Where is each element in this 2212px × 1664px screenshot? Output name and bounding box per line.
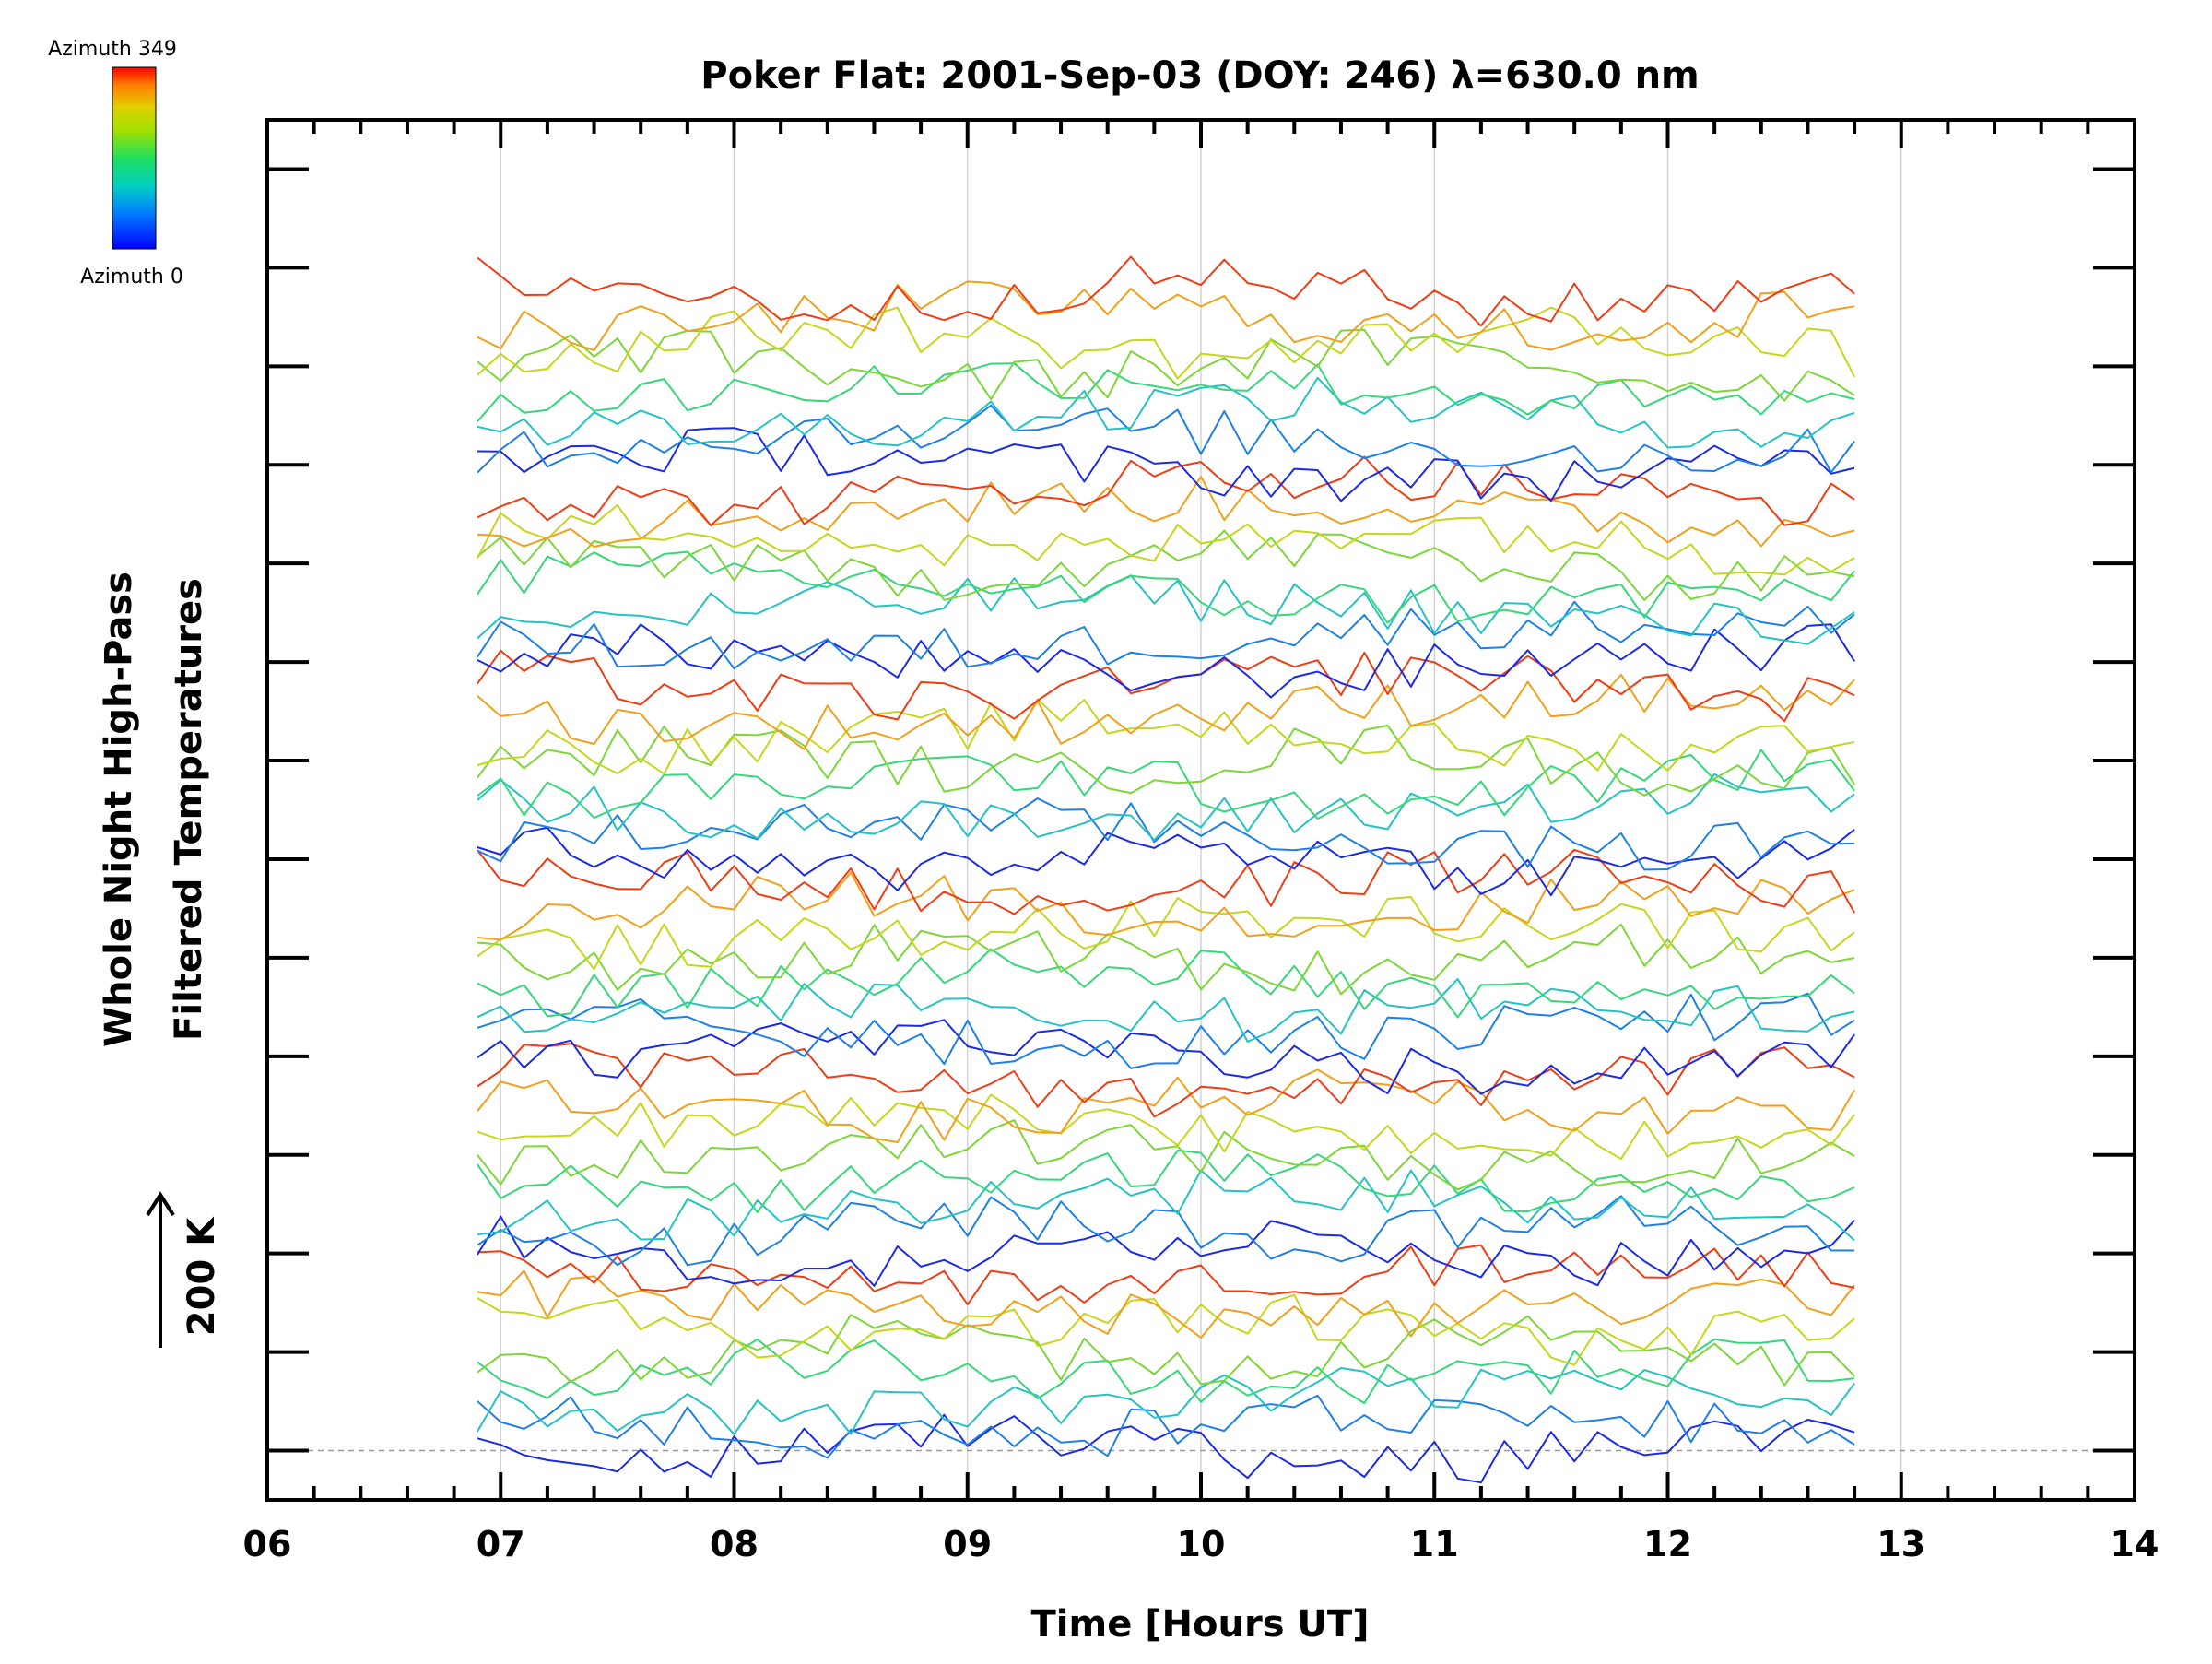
series-line-9	[477, 1215, 1855, 1287]
series-line-39	[477, 476, 1855, 549]
scale-bar-label: 200 K	[181, 1216, 223, 1336]
series-line-23	[477, 871, 1855, 941]
series-line-36	[477, 550, 1855, 624]
series-line-1	[477, 1413, 1855, 1484]
series-line-43	[477, 376, 1855, 449]
series-line-47	[477, 280, 1855, 352]
series-line-5	[477, 1314, 1855, 1387]
series-line-2	[477, 1394, 1855, 1459]
series-line-19	[477, 978, 1855, 1043]
x-tick-label: 06	[243, 1524, 292, 1564]
x-tick-label: 13	[1877, 1524, 1925, 1564]
series-line-30	[477, 698, 1855, 775]
series-line-33	[477, 623, 1855, 699]
series-line-12	[477, 1149, 1855, 1213]
series-line-37	[477, 529, 1855, 601]
series-line-48	[477, 255, 1855, 327]
series-line-4	[477, 1338, 1855, 1404]
series-line-32	[477, 649, 1855, 723]
series-line-14	[477, 1093, 1855, 1161]
series-line-20	[477, 948, 1855, 1019]
series-line-35	[477, 574, 1855, 645]
series-line-24	[477, 848, 1855, 915]
series-line-7	[477, 1269, 1855, 1339]
colorbar-top-label: Azimuth 349	[48, 38, 177, 61]
x-tick-label: 14	[2111, 1524, 2159, 1564]
series-line-27	[477, 773, 1855, 842]
y-axis-label-line1: Whole Night High-Pass	[98, 572, 140, 1047]
series-line-17	[477, 1019, 1855, 1095]
x-tick-label: 11	[1410, 1524, 1459, 1564]
series-line-28	[477, 749, 1855, 820]
axis-ticks	[265, 120, 2136, 1500]
series-line-8	[477, 1244, 1855, 1305]
x-axis-label: Time [Hours UT]	[1031, 1603, 1370, 1646]
series-line-41	[477, 427, 1855, 502]
series-line-38	[477, 503, 1855, 576]
series-line-13	[477, 1119, 1855, 1191]
x-tick-label: 09	[943, 1524, 992, 1564]
series-line-44	[477, 362, 1855, 422]
series-line-46	[477, 306, 1855, 380]
series-line-3	[477, 1367, 1855, 1435]
series-line-18	[477, 992, 1855, 1069]
colorbar	[112, 66, 157, 250]
chart-title: Poker Flat: 2001-Sep-03 (DOY: 246) λ=630…	[700, 54, 1699, 97]
scale-bar-arrow	[146, 1191, 175, 1348]
series-line-26	[477, 797, 1855, 871]
y-axis-label-line2: Filtered Temperatures	[168, 578, 210, 1041]
series-line-45	[477, 328, 1855, 402]
x-tick-label: 10	[1177, 1524, 1226, 1564]
series-lines	[477, 255, 1855, 1484]
series-line-31	[477, 673, 1855, 750]
series-line-16	[477, 1043, 1855, 1118]
x-tick-label: 07	[477, 1524, 525, 1564]
x-tick-label: 12	[1643, 1524, 1692, 1564]
series-line-25	[477, 826, 1855, 897]
series-line-11	[477, 1169, 1855, 1242]
series-line-6	[477, 1293, 1855, 1366]
series-line-40	[477, 455, 1855, 526]
x-tick-labels: 06 07 08 09 10 11 12 13 14	[243, 1524, 2159, 1564]
colorbar-bottom-label: Azimuth 0	[80, 266, 183, 289]
series-line-34	[477, 600, 1855, 670]
series-line-42	[477, 404, 1855, 474]
series-line-21	[477, 923, 1855, 996]
series-line-22	[477, 896, 1855, 971]
series-line-15	[477, 1068, 1855, 1143]
series-line-29	[477, 724, 1855, 797]
x-tick-label: 08	[710, 1524, 759, 1564]
